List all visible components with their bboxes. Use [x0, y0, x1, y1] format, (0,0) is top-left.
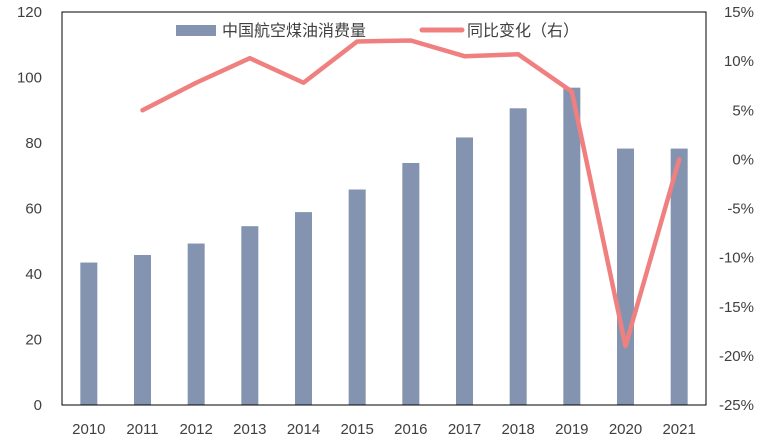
left-tick-label: 60	[25, 201, 42, 218]
legend-line-label: 同比变化（右）	[467, 21, 579, 40]
category-label-2012: 2012	[179, 421, 212, 438]
right-tick-label: 0%	[732, 151, 754, 168]
category-label-2010: 2010	[72, 421, 105, 438]
left-tick-label: 20	[25, 332, 42, 349]
right-tick-label: 10%	[724, 53, 754, 70]
category-label-2020: 2020	[609, 421, 642, 438]
line-layer	[140, 38, 682, 349]
left-tick-label: 40	[25, 266, 42, 283]
bar-2013	[241, 226, 259, 405]
bar-2010	[80, 262, 98, 405]
bar-2018	[509, 108, 527, 405]
legend: 中国航空煤油消费量 同比变化（右）	[176, 21, 579, 40]
category-label-2017: 2017	[448, 421, 481, 438]
right-tick-label: -25%	[719, 397, 754, 414]
category-label-2013: 2013	[233, 421, 266, 438]
plot-frame	[61, 11, 707, 406]
category-label-2019: 2019	[555, 421, 588, 438]
legend-bar-label: 中国航空煤油消费量	[222, 21, 366, 40]
right-tick-label: -20%	[719, 348, 754, 365]
right-tick-label: 5%	[732, 102, 754, 119]
bar-2019	[563, 87, 581, 406]
bar-2021	[670, 148, 688, 405]
bar-2015	[348, 189, 366, 405]
bar-2016	[402, 162, 420, 405]
category-label-2021: 2021	[662, 421, 695, 438]
bar-2012	[187, 243, 205, 405]
right-tick-label: -5%	[727, 201, 754, 218]
bar-2020	[617, 148, 634, 405]
legend-bar-swatch	[176, 25, 216, 36]
right-tick-label: -15%	[719, 299, 754, 316]
category-label-2016: 2016	[394, 421, 427, 438]
left-tick-label: 0	[34, 397, 42, 414]
bar-2011	[134, 255, 151, 405]
left-tick-label: 120	[17, 4, 42, 21]
category-label-2014: 2014	[287, 421, 320, 438]
right-tick-label: -10%	[719, 250, 754, 267]
axes-layer: 0 20 40 60 80 100 120 -25% -20% -15% -10% -5% 0% 5% 10…	[17, 4, 754, 438]
left-tick-label: 100	[17, 70, 42, 87]
bars-layer	[80, 87, 688, 406]
category-label-2011: 2011	[126, 421, 158, 438]
category-label-2015: 2015	[340, 421, 373, 438]
bar-2014	[295, 212, 312, 405]
line-yoy-change	[140, 38, 682, 349]
left-tick-label: 80	[25, 135, 42, 152]
bar-2017	[456, 137, 473, 405]
right-tick-label: 15%	[724, 4, 754, 21]
category-label-2018: 2018	[501, 421, 534, 438]
